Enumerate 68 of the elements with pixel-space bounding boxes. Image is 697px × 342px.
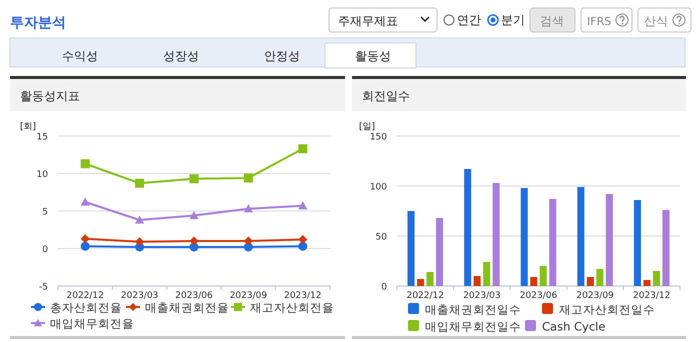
bar xyxy=(426,272,434,286)
point xyxy=(80,234,90,244)
x-tick-label: 2023/06 xyxy=(520,291,558,301)
point xyxy=(80,242,90,251)
x-tick-label: 2023/06 xyxy=(175,291,213,301)
y-tick-label: 150 xyxy=(370,132,388,142)
bar xyxy=(634,200,641,286)
point xyxy=(135,178,144,188)
bar xyxy=(540,266,547,286)
point xyxy=(80,159,90,168)
bar xyxy=(520,188,528,286)
point xyxy=(244,174,253,182)
legend-label: 매출채권회전일수 xyxy=(425,302,521,316)
bar xyxy=(586,277,594,286)
y-tick-label: 15 xyxy=(36,132,48,142)
y-tick-label: -5 xyxy=(39,282,48,292)
bar xyxy=(549,199,556,286)
point xyxy=(298,242,308,251)
legend-label: 총자산회전율 xyxy=(50,300,122,314)
point xyxy=(190,236,198,246)
chart-title: 활동성지표 xyxy=(20,89,80,103)
bar xyxy=(464,169,472,286)
legend-label: 매입채무회전율 xyxy=(50,316,134,330)
y-tick-label: 10 xyxy=(36,170,48,180)
bar xyxy=(492,183,500,286)
y-axis-title: [회] xyxy=(20,122,36,132)
y-axis-title: [일] xyxy=(359,122,376,132)
y-tick-label: 0 xyxy=(381,282,388,292)
bar xyxy=(436,218,444,286)
point xyxy=(298,201,308,210)
bar xyxy=(577,187,584,286)
point xyxy=(244,204,253,212)
x-tick-label: 2023/12 xyxy=(284,291,322,301)
x-tick-label: 2022/12 xyxy=(406,291,444,301)
x-tick-label: 2023/03 xyxy=(463,291,501,301)
x-tick-label: 2023/03 xyxy=(120,291,158,301)
point xyxy=(298,144,308,154)
y-tick-label: 100 xyxy=(370,182,388,192)
point xyxy=(190,211,198,220)
x-tick-label: 2022/12 xyxy=(66,291,104,301)
point xyxy=(135,237,144,246)
bar xyxy=(474,276,481,286)
bar xyxy=(530,277,538,286)
point xyxy=(135,216,144,224)
bar xyxy=(483,262,490,286)
legend-label: 재고자산회전일수 xyxy=(559,302,655,316)
bar xyxy=(417,279,424,286)
legend-label: 재고자산회전율 xyxy=(250,300,334,314)
point xyxy=(298,235,308,244)
legend-label: 매출채권회전율 xyxy=(145,300,229,314)
y-tick-label: 0 xyxy=(42,245,48,255)
bar xyxy=(596,269,604,286)
legend-label: Cash Cycle xyxy=(542,320,606,334)
y-tick-label: 5 xyxy=(42,208,48,218)
bar xyxy=(606,194,613,286)
y-tick-label: 50 xyxy=(376,232,388,242)
page-header: 투자분석 주재무제표 연간 분기 검색 IFRS 산식 수익성 성장성 안정성 활동성 xyxy=(10,8,692,68)
bar xyxy=(662,210,670,286)
x-tick-label: 2023/12 xyxy=(633,291,670,301)
x-tick-label: 2023/09 xyxy=(230,291,268,301)
bar xyxy=(652,271,660,286)
point xyxy=(80,198,90,206)
x-tick-label: 2023/09 xyxy=(576,291,614,301)
chart-title: 회전일수 xyxy=(362,89,410,103)
legend-label: 매입채무회전일수 xyxy=(425,320,521,334)
bar xyxy=(643,280,650,286)
point xyxy=(190,174,198,184)
bar xyxy=(408,211,415,286)
